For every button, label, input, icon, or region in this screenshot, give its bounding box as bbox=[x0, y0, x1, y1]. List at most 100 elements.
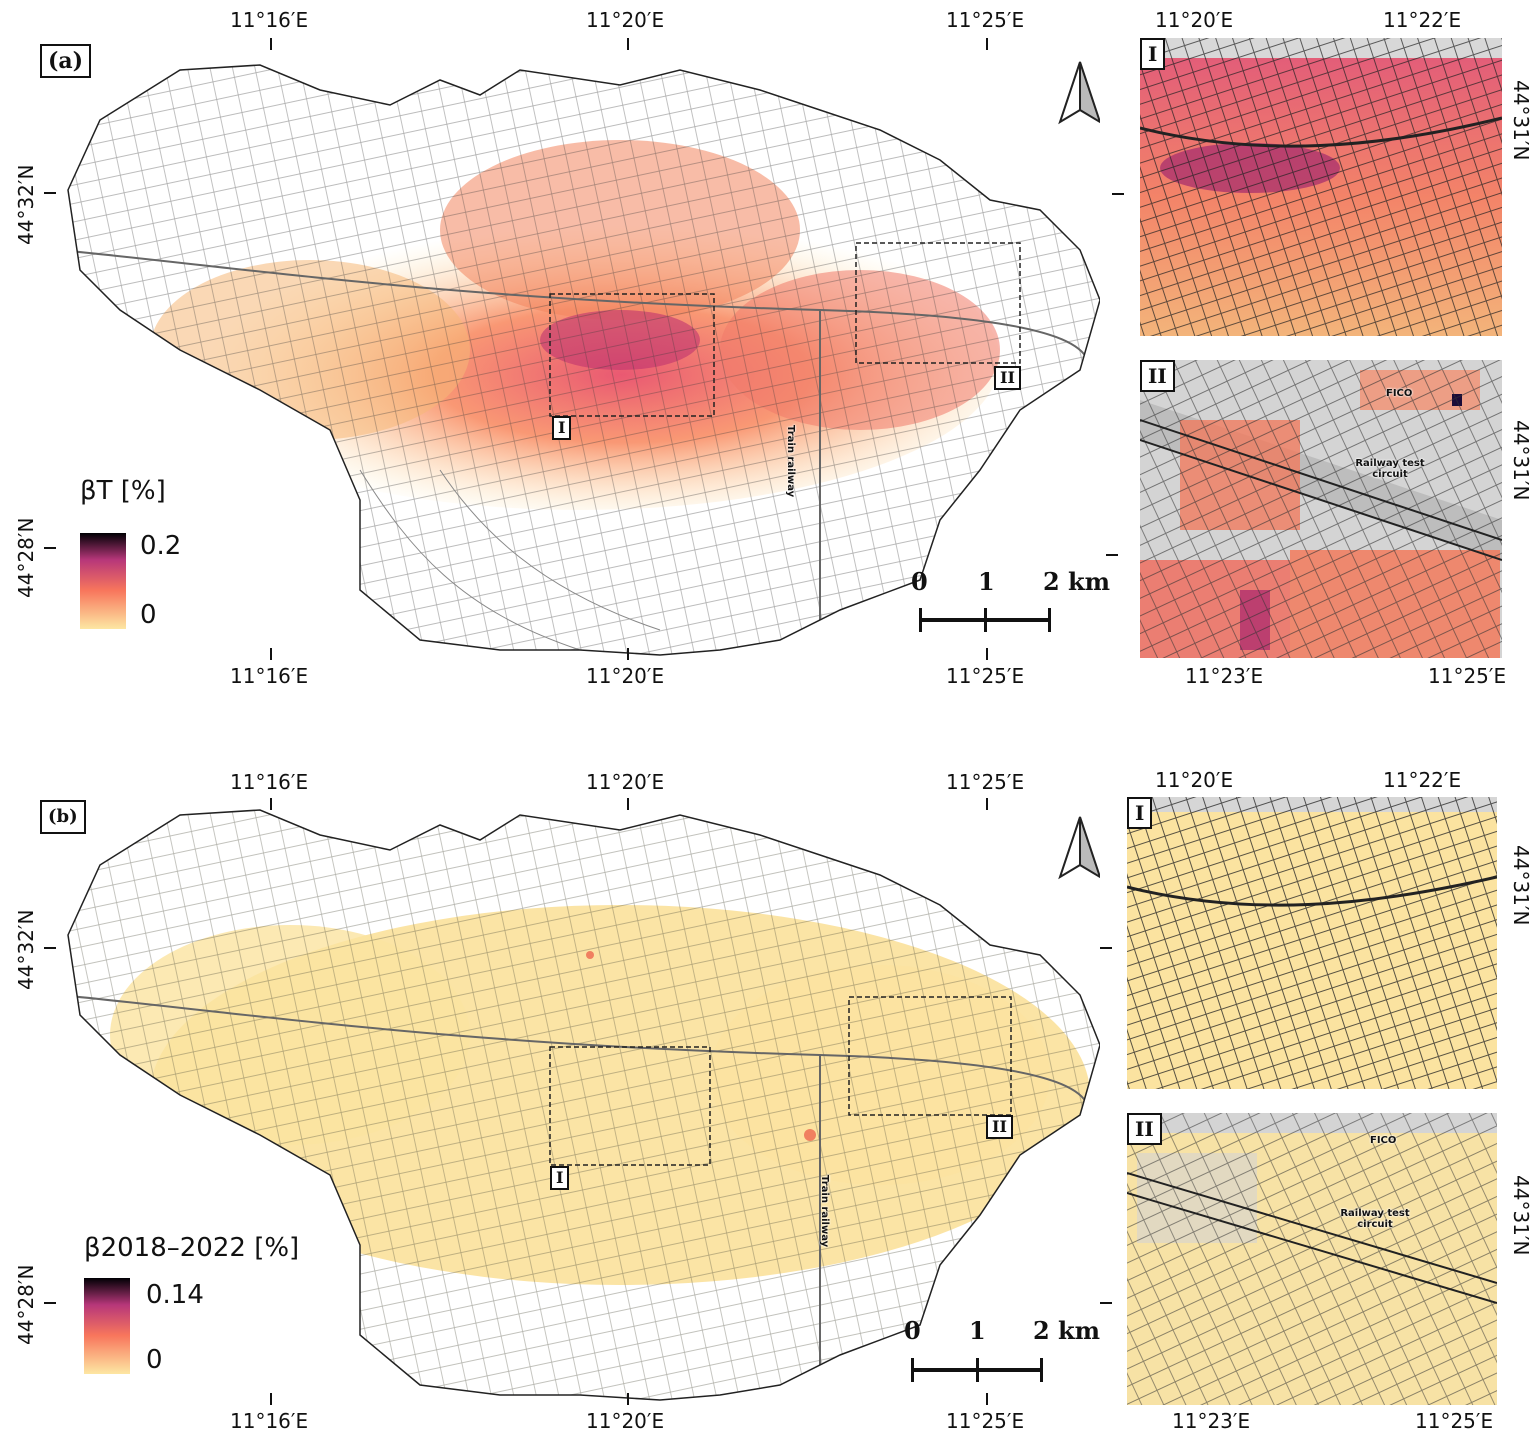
tick-mark bbox=[986, 38, 988, 50]
tick-mark bbox=[986, 1393, 988, 1405]
inset1-top-tick-2: 11°22′E bbox=[1383, 768, 1462, 792]
top-tick-2: 11°20′E bbox=[586, 770, 665, 794]
box-i-outline bbox=[549, 1046, 711, 1166]
scale-label-0: 0 bbox=[911, 567, 928, 596]
box-label-i: I bbox=[552, 416, 572, 440]
top-tick-1: 11°16′E bbox=[230, 770, 309, 794]
map-b-svg bbox=[67, 809, 1100, 1401]
scale-tick bbox=[919, 608, 922, 632]
bottom-tick-1: 11°16′E bbox=[230, 1409, 309, 1433]
left-tick-2: 44°28′N bbox=[14, 1264, 38, 1345]
inset2-bottom-tick-1: 11°23′E bbox=[1172, 1409, 1251, 1433]
inset-ii-map-a bbox=[1140, 360, 1502, 658]
tick-mark bbox=[986, 648, 988, 660]
top-tick-2: 11°20′E bbox=[586, 8, 665, 32]
legend-min: 0 bbox=[140, 600, 157, 630]
scale-label-2: 2 km bbox=[1043, 567, 1111, 596]
tick-mark bbox=[627, 648, 629, 660]
scale-label-0: 0 bbox=[904, 1316, 921, 1345]
left-tick-2: 44°28′N bbox=[14, 517, 38, 598]
box-label-ii: II bbox=[994, 366, 1021, 390]
box-ii-outline bbox=[848, 996, 1012, 1116]
north-arrow-icon bbox=[1058, 816, 1100, 880]
scale-tick bbox=[911, 1358, 914, 1382]
inset1-right-tick: 44°31′N bbox=[1509, 845, 1533, 926]
north-arrow-icon bbox=[1058, 61, 1100, 125]
scale-tick bbox=[1048, 608, 1051, 632]
left-tick-1: 44°32′N bbox=[14, 909, 38, 990]
bottom-tick-1: 11°16′E bbox=[230, 664, 309, 688]
panel-a: 11°16′E 11°20′E 11°25′E 44°32′N 44°28′N bbox=[0, 0, 1538, 700]
legend-max: 0.2 bbox=[140, 531, 182, 561]
inset1-top-tick-2: 11°22′E bbox=[1383, 8, 1462, 32]
panel-b: 11°16′E 11°20′E 11°25′E 44°32′N 44°28′N bbox=[0, 735, 1538, 1446]
top-tick-3: 11°25′E bbox=[946, 8, 1025, 32]
map-a-svg bbox=[67, 61, 1100, 656]
tick-mark bbox=[986, 798, 988, 810]
inset2-bottom-tick-2: 11°25′E bbox=[1428, 664, 1507, 688]
legend-title: βT [%] bbox=[80, 476, 166, 506]
tick-mark bbox=[270, 38, 272, 50]
inset1-tag: I bbox=[1140, 38, 1166, 70]
scale-label-2: 2 km bbox=[1033, 1316, 1101, 1345]
tick-mark bbox=[44, 1302, 56, 1304]
main-map-a bbox=[60, 50, 1100, 660]
scale-tick bbox=[976, 1358, 979, 1382]
inset-ii-map-b bbox=[1127, 1113, 1497, 1405]
inset2-bottom-tick-2: 11°25′E bbox=[1415, 1409, 1494, 1433]
inset2-tag: II bbox=[1127, 1113, 1162, 1145]
inset1-right-tick: 44°31′N bbox=[1509, 80, 1533, 161]
bottom-tick-2: 11°20′E bbox=[586, 664, 665, 688]
tick-mark bbox=[627, 798, 629, 810]
fico-label: FICO bbox=[1370, 1135, 1397, 1146]
bottom-tick-3: 11°25′E bbox=[946, 664, 1025, 688]
box-label-ii: II bbox=[986, 1115, 1013, 1139]
scale-label-1: 1 bbox=[969, 1316, 986, 1345]
bottom-tick-2: 11°20′E bbox=[586, 1409, 665, 1433]
tick-mark bbox=[270, 648, 272, 660]
tick-mark bbox=[627, 38, 629, 50]
inset2-bottom-tick-1: 11°23′E bbox=[1185, 664, 1264, 688]
railway-label: Train railway bbox=[785, 425, 796, 498]
tick-mark bbox=[44, 947, 56, 949]
tick-mark bbox=[44, 192, 56, 194]
tick-mark bbox=[1100, 1302, 1112, 1304]
inset2-tag: II bbox=[1140, 360, 1175, 392]
main-map-b bbox=[60, 795, 1100, 1405]
inset1-top-tick-1: 11°20′E bbox=[1155, 768, 1234, 792]
legend-colorbar bbox=[80, 533, 126, 629]
bottom-tick-3: 11°25′E bbox=[946, 1409, 1025, 1433]
inset1-top-tick-1: 11°20′E bbox=[1155, 8, 1234, 32]
fico-label: FICO bbox=[1386, 388, 1413, 399]
tick-mark bbox=[1106, 554, 1118, 556]
top-tick-3: 11°25′E bbox=[946, 770, 1025, 794]
box-ii-outline bbox=[855, 242, 1021, 364]
test-circuit-label: Railway test circuit bbox=[1340, 1208, 1410, 1230]
inset2-right-tick: 44°31′N bbox=[1509, 420, 1533, 501]
box-i-outline bbox=[549, 293, 715, 417]
legend-colorbar bbox=[84, 1278, 130, 1374]
tick-mark bbox=[1112, 193, 1124, 195]
legend-max: 0.14 bbox=[146, 1280, 204, 1310]
left-tick-1: 44°32′N bbox=[14, 164, 38, 245]
tick-mark bbox=[627, 1393, 629, 1405]
tick-mark bbox=[270, 1393, 272, 1405]
tick-mark bbox=[270, 798, 272, 810]
inset1-tag: I bbox=[1127, 797, 1153, 829]
panel-tag-b: (b) bbox=[40, 800, 86, 834]
inset-i-map-b bbox=[1127, 797, 1497, 1089]
scale-label-1: 1 bbox=[978, 567, 995, 596]
box-label-i: I bbox=[550, 1166, 570, 1190]
inset2-right-tick: 44°31′N bbox=[1509, 1175, 1533, 1256]
railway-label: Train railway bbox=[819, 1175, 830, 1248]
scale-tick bbox=[984, 608, 987, 632]
inset-i-map-a bbox=[1140, 38, 1502, 336]
top-tick-1: 11°16′E bbox=[230, 8, 309, 32]
scale-tick bbox=[1040, 1358, 1043, 1382]
tick-mark bbox=[44, 547, 56, 549]
panel-tag-a: (a) bbox=[40, 44, 92, 78]
legend-min: 0 bbox=[146, 1345, 163, 1375]
test-circuit-label: Railway test circuit bbox=[1355, 458, 1425, 480]
tick-mark bbox=[1100, 947, 1112, 949]
legend-title: β2018–2022 [%] bbox=[84, 1233, 300, 1263]
